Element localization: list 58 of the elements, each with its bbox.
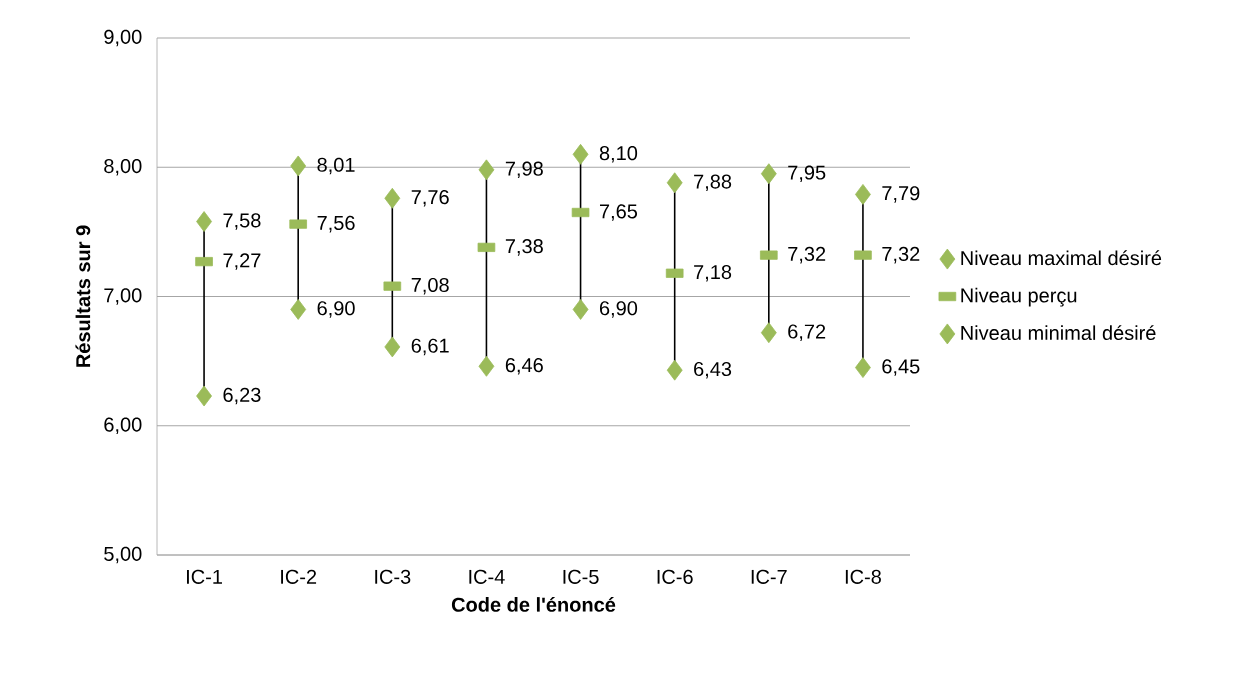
legend-label: Niveau minimal désiré [961, 325, 1156, 341]
x-tick-label: IC-8 [845, 569, 881, 584]
data-label: 7,88 [694, 174, 732, 192]
point [196, 211, 212, 232]
data-label: 6,45 [882, 359, 920, 376]
point [290, 155, 307, 177]
point [666, 172, 683, 194]
data-label: 6,61 [411, 338, 449, 356]
data-label: 7,98 [505, 161, 543, 179]
point [478, 355, 495, 377]
point [855, 357, 871, 378]
data-label: 6,90 [317, 301, 355, 318]
x-tick-label: IC-2 [281, 569, 317, 584]
x-axis-title: Code de l'énoncé [451, 596, 616, 612]
x-tick-label: IC-5 [563, 569, 599, 584]
data-label: 6,90 [599, 301, 638, 318]
point [384, 336, 401, 358]
x-tick-label: IC-1 [187, 569, 222, 584]
x-tick-label: IC-7 [751, 569, 787, 584]
data-label: 7,76 [411, 190, 449, 207]
x-tick-label: IC-3 [375, 569, 411, 584]
y-tick-label: 6,00 [104, 417, 142, 435]
data-label: 7,08 [411, 277, 449, 295]
data-label: 7,38 [505, 239, 543, 256]
data-label: 7,18 [694, 264, 732, 282]
point [760, 322, 777, 344]
data-label: 6,43 [694, 361, 732, 379]
data-label: 8,01 [317, 157, 355, 175]
data-label: 7,56 [317, 215, 355, 233]
data-label: 7,65 [599, 204, 638, 221]
point [196, 385, 212, 407]
point [666, 359, 683, 381]
y-tick-label: 9,00 [104, 29, 142, 47]
y-tick-label: 8,00 [104, 158, 142, 176]
y-axis-title: Résultats sur 9 [75, 225, 91, 367]
x-tick-label: IC-6 [657, 569, 693, 584]
y-tick-label: 7,00 [104, 288, 142, 305]
legend-label: Niveau maximal désiré [961, 250, 1162, 266]
data-label: 7,32 [882, 246, 920, 264]
point [855, 183, 871, 205]
point [572, 143, 589, 165]
point [384, 187, 401, 209]
data-label: 6,72 [788, 324, 826, 341]
point [760, 163, 777, 185]
data-label: 8,10 [599, 146, 638, 163]
data-label: 7,27 [223, 253, 261, 270]
point [478, 159, 495, 181]
legend-label: Niveau perçu [961, 287, 1077, 307]
data-label: 7,58 [223, 213, 261, 230]
data-label: 6,23 [223, 387, 261, 405]
data-label: 7,32 [788, 246, 826, 264]
data-label: 7,79 [882, 186, 920, 203]
data-label: 7,95 [788, 165, 826, 182]
x-tick-label: IC-4 [469, 569, 505, 584]
point [572, 299, 589, 320]
data-label: 6,46 [505, 358, 543, 375]
y-tick-label: 5,00 [104, 546, 142, 564]
point [290, 299, 307, 320]
